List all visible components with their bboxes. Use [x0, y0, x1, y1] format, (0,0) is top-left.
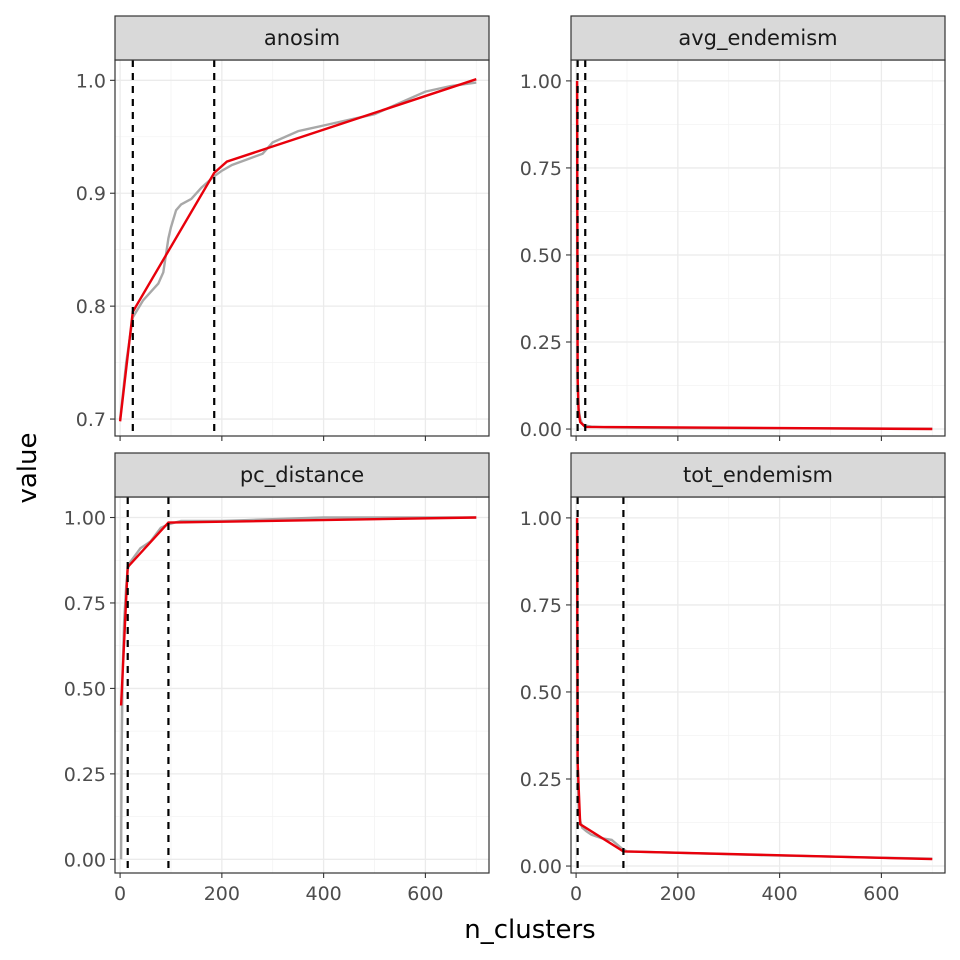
y-tick-label: 0.25 — [520, 769, 562, 791]
x-axis-title: n_clusters — [464, 915, 595, 945]
series-fit-avg-endemism — [575, 80, 933, 431]
y-tick-label: 1.00 — [520, 71, 562, 93]
panel-anosim-strip — [114, 15, 490, 61]
x-tick-label: 200 — [204, 883, 240, 905]
panel-anosim-y-axis: 0.7 0.8 0.9 1.0 — [76, 70, 115, 431]
panel-avg-endemism-background — [571, 60, 945, 436]
panel-tot-endemism-y-axis: 0.00 0.25 0.50 0.75 1.00 — [520, 508, 571, 878]
panel-pc-distance-strip — [114, 452, 490, 498]
panel-pc-distance-background — [115, 497, 489, 873]
y-tick-label: 0.50 — [64, 678, 106, 700]
x-tick-label: 0 — [570, 883, 582, 905]
y-tick-label: 0.00 — [520, 419, 562, 441]
panel-anosim-grid — [115, 60, 489, 436]
panel-avg-endemism-x-axis — [575, 436, 882, 441]
y-tick-label: 0.75 — [64, 593, 106, 615]
panel-avg-endemism: avg_endemism 0.00 0.25 0.50 0.75 1.00 — [520, 15, 946, 441]
y-axis-title: value — [13, 432, 43, 503]
panel-tot-endemism-strip — [570, 452, 946, 498]
x-tick-label: 200 — [660, 883, 696, 905]
panel-pc-distance-grid — [115, 497, 489, 873]
panel-avg-endemism-y-axis: 0.00 0.25 0.50 0.75 1.00 — [520, 71, 571, 441]
y-tick-label: 0.50 — [520, 245, 562, 267]
y-tick-label: 0.00 — [520, 856, 562, 878]
y-tick-label: 0.25 — [64, 764, 106, 786]
x-tick-label: 400 — [761, 883, 797, 905]
y-tick-label: 0.50 — [520, 682, 562, 704]
panel-anosim-background — [115, 60, 489, 436]
y-tick-label: 0.75 — [520, 158, 562, 180]
y-tick-label: 0.7 — [76, 409, 106, 431]
facet-label-tot-endemism: tot_endemism — [683, 463, 833, 488]
panel-pc-distance: pc_distance 0.00 0.25 0.50 0.75 1.00 0 200 400… — [64, 452, 490, 905]
y-tick-label: 1.0 — [76, 70, 106, 92]
y-tick-label: 0.00 — [64, 849, 106, 871]
series-fit-anosim — [118, 78, 477, 422]
panel-anosim: anosim 0.7 0.8 0.9 1.0 — [76, 15, 490, 441]
facet-label-pc-distance: pc_distance — [240, 463, 364, 488]
y-tick-label: 0.75 — [520, 595, 562, 617]
panel-anosim-data — [118, 60, 477, 436]
y-tick-label: 0.8 — [76, 296, 106, 318]
x-tick-label: 600 — [863, 883, 899, 905]
panel-tot-endemism-background — [571, 497, 945, 873]
y-tick-label: 1.00 — [64, 508, 106, 530]
x-tick-label: 600 — [407, 883, 443, 905]
y-tick-label: 0.25 — [520, 332, 562, 354]
x-tick-label: 0 — [114, 883, 126, 905]
series-fit-pc-distance — [119, 516, 477, 706]
panel-tot-endemism-grid — [571, 497, 945, 873]
panel-pc-distance-data — [119, 497, 477, 873]
panel-avg-endemism-strip — [570, 15, 946, 61]
y-tick-label: 1.00 — [520, 508, 562, 530]
panel-tot-endemism-x-axis: 0 200 400 600 — [570, 873, 900, 905]
panel-anosim-x-axis — [119, 436, 426, 441]
y-tick-label: 0.9 — [76, 183, 106, 205]
facet-label-anosim: anosim — [264, 26, 340, 50]
panel-pc-distance-y-axis: 0.00 0.25 0.50 0.75 1.00 — [64, 508, 115, 871]
x-tick-label: 400 — [305, 883, 341, 905]
panel-tot-endemism-data — [575, 497, 933, 873]
panel-pc-distance-x-axis: 0 200 400 600 — [114, 873, 444, 905]
panel-avg-endemism-data — [575, 60, 933, 436]
panel-tot-endemism: tot_endemism 0.00 0.25 0.50 0.75 1.00 0 200 40… — [520, 452, 946, 905]
facet-label-avg-endemism: avg_endemism — [678, 26, 837, 51]
